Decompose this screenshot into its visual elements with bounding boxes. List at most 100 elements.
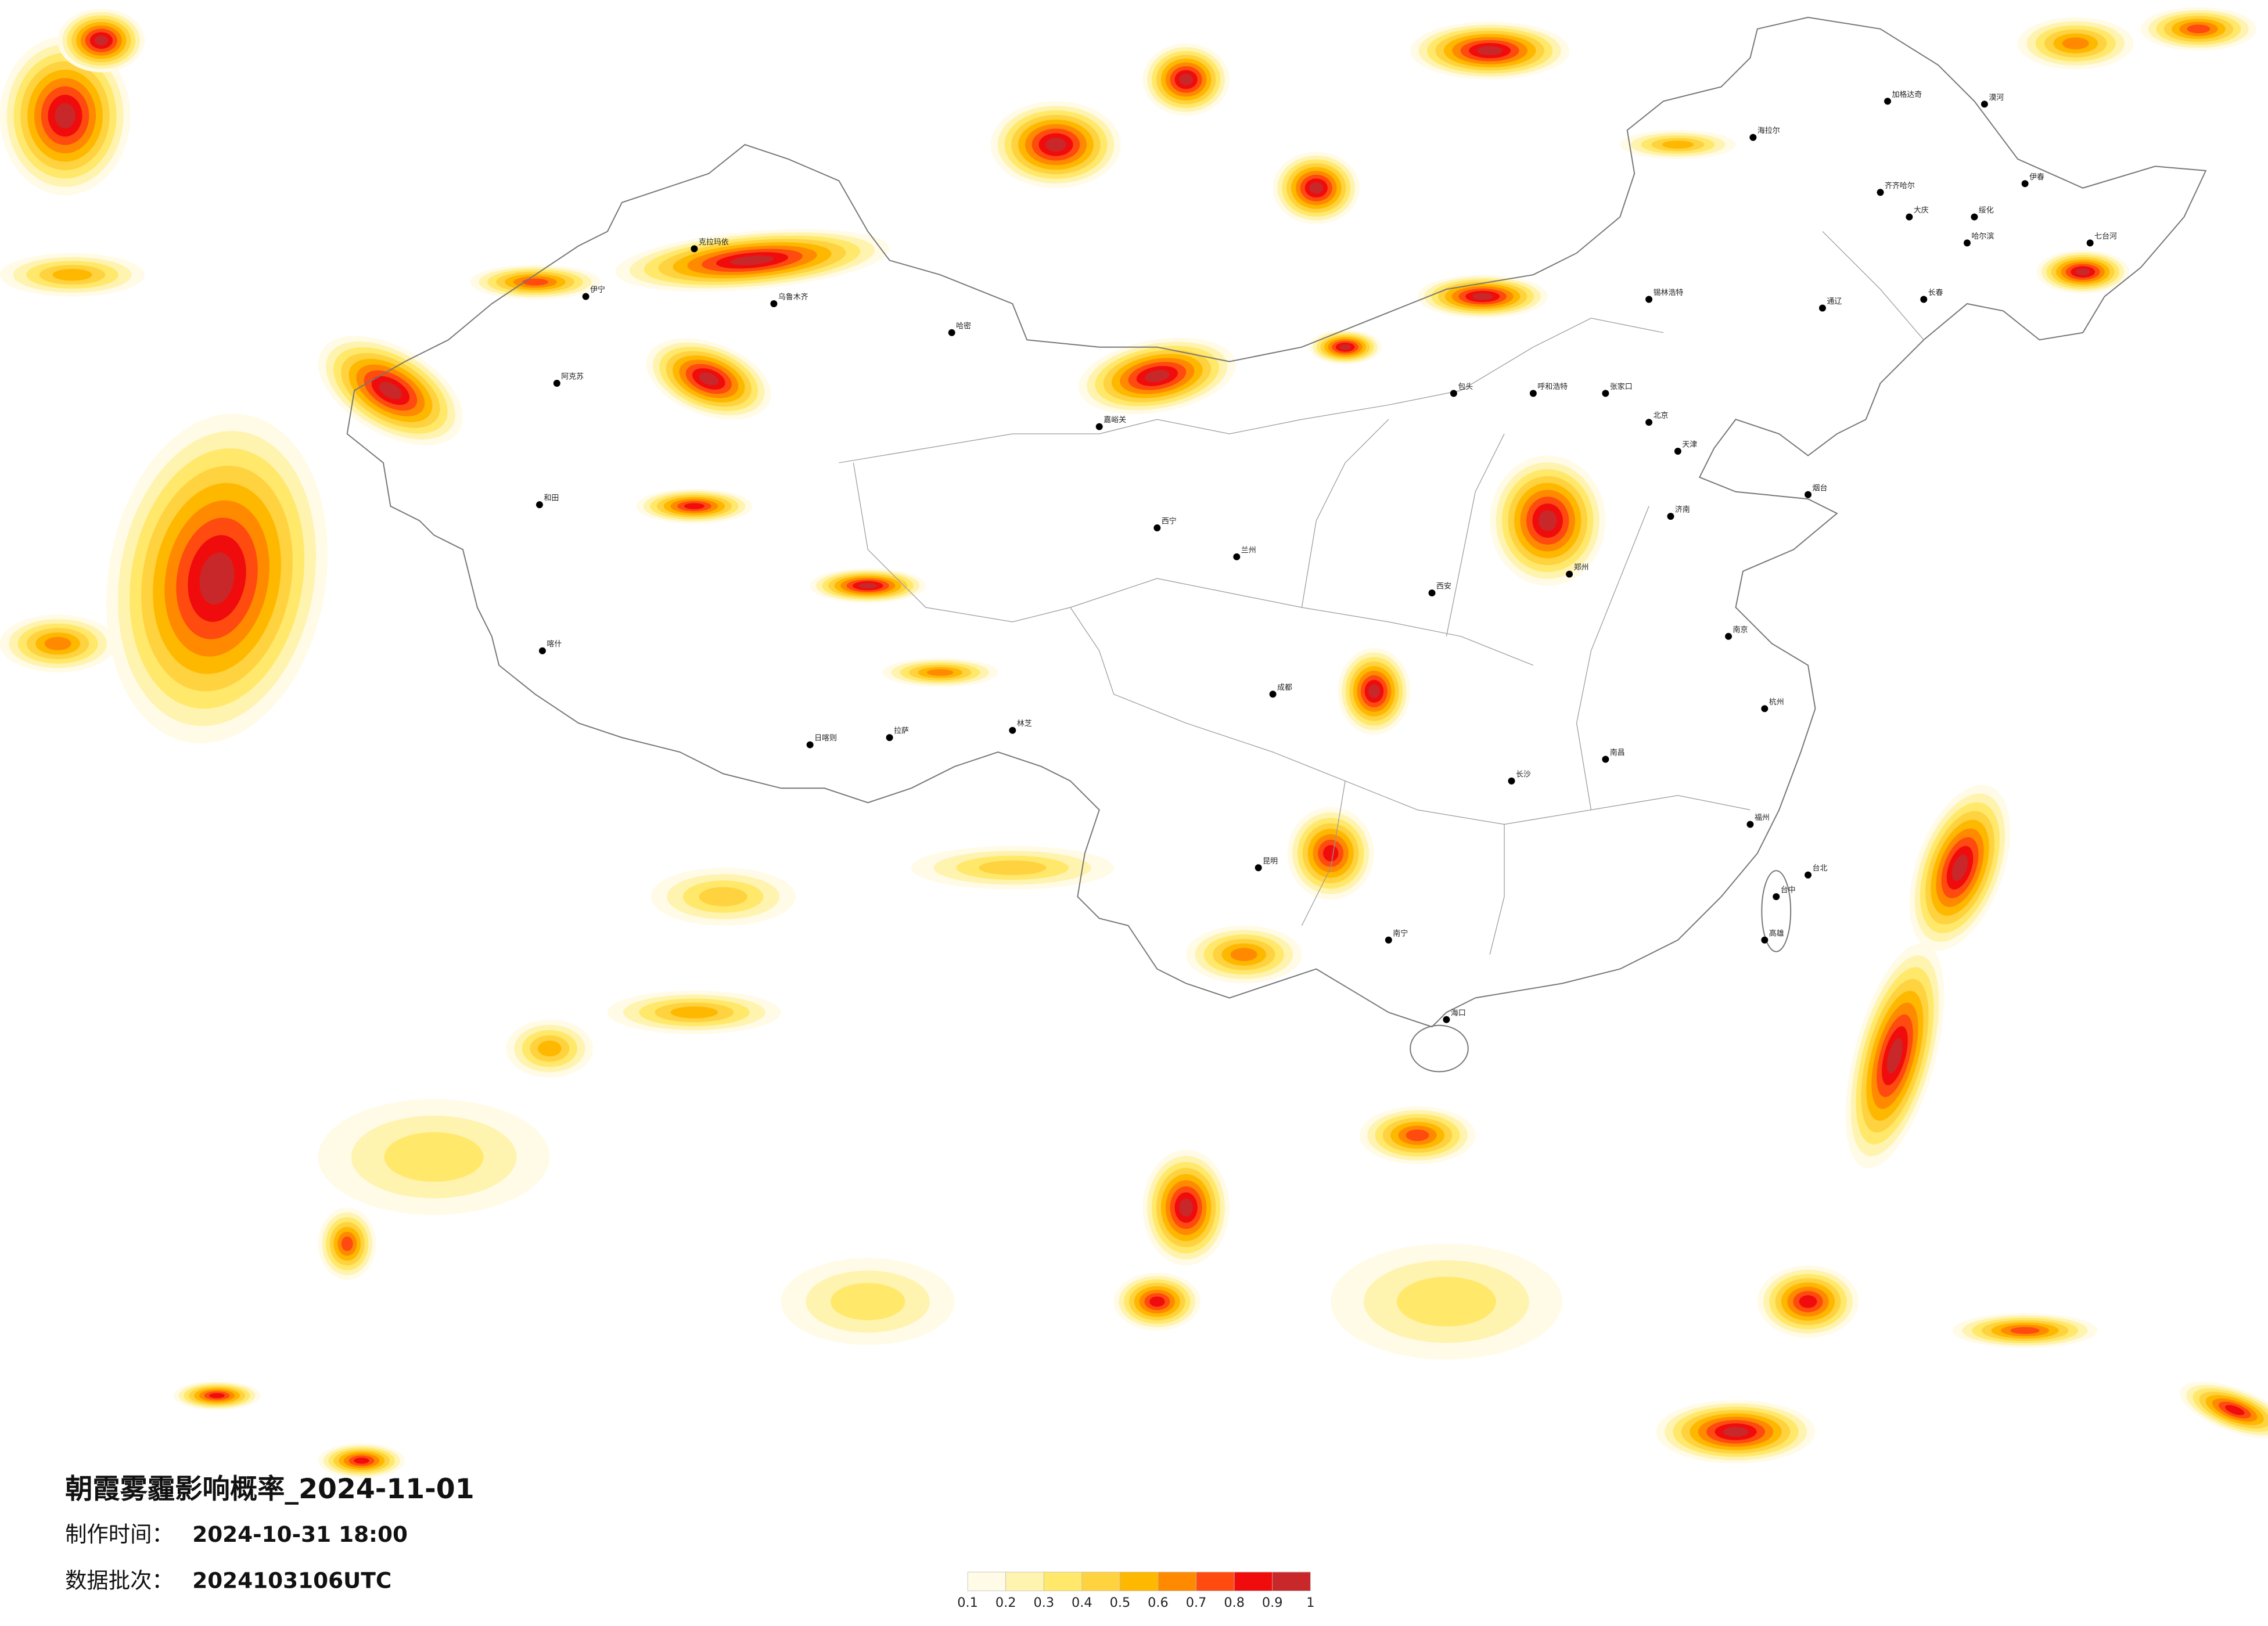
country-outline	[346, 16, 2207, 1028]
city-label: 齐齐哈尔	[1885, 181, 1915, 190]
heat-patch	[1472, 293, 1493, 300]
heat-patch	[1799, 1295, 1817, 1308]
city-dot	[1773, 893, 1780, 901]
city-dot	[1981, 100, 1988, 108]
legend-tick-label: 0.1	[957, 1595, 978, 1610]
heat-patch	[55, 103, 76, 128]
city-dot	[1602, 756, 1609, 763]
legend-swatch	[1272, 1571, 1311, 1591]
city-label: 哈密	[956, 321, 971, 330]
city-label: 北京	[1654, 412, 1669, 420]
city-label: 长沙	[1516, 770, 1531, 779]
city-label: 七台河	[2094, 232, 2117, 241]
heat-patch	[1323, 845, 1339, 862]
city-dot	[1749, 134, 1757, 141]
city-label: 台北	[1813, 864, 1828, 873]
city-label: 日喀则	[814, 733, 837, 743]
city-dot	[1450, 390, 1457, 397]
city-label: 西宁	[1162, 517, 1177, 526]
legend-tick-label: 0.2	[995, 1595, 1016, 1610]
city-dot	[886, 734, 893, 742]
city-dot	[1095, 423, 1103, 430]
city-dot	[2086, 239, 2094, 247]
island-outline	[1761, 870, 1792, 952]
city-dot	[1153, 524, 1161, 531]
city-dot	[1269, 690, 1277, 698]
city-label: 昆明	[1263, 857, 1278, 866]
city-dot	[1964, 239, 1971, 247]
batch-label: 数据批次：	[65, 1567, 174, 1593]
city-label: 海拉尔	[1757, 127, 1780, 135]
city-label: 乌鲁木齐	[778, 293, 808, 302]
city-dot	[1443, 1016, 1450, 1023]
city-dot	[1529, 390, 1537, 397]
legend-swatch	[1234, 1571, 1273, 1591]
city-dot	[1566, 570, 1573, 578]
city-dot	[1645, 296, 1653, 303]
city-dot	[553, 379, 560, 387]
legend-tick-label: 0.8	[1224, 1595, 1245, 1610]
heat-patch	[1149, 1296, 1165, 1307]
legend-swatch	[1043, 1571, 1083, 1591]
heat-patch	[699, 887, 747, 906]
legend-swatch	[1005, 1571, 1044, 1591]
city-dot	[1805, 491, 1812, 498]
heat-patch	[1144, 370, 1170, 382]
city-label: 南昌	[1610, 748, 1625, 757]
production-time-label: 制作时间：	[65, 1521, 174, 1547]
heat-patch	[1887, 1038, 1903, 1074]
heat-patch	[1309, 182, 1324, 194]
city-dot	[1877, 189, 1884, 196]
city-label: 阿克苏	[561, 372, 584, 381]
city-label: 伊春	[2029, 173, 2044, 182]
heat-patch	[384, 1132, 484, 1182]
city-dot	[1805, 871, 1812, 879]
city-label: 杭州	[1769, 698, 1784, 707]
legend-swatch	[967, 1571, 1007, 1591]
city-dot	[1884, 98, 1891, 105]
heat-patch	[379, 382, 402, 400]
city-label: 济南	[1675, 505, 1690, 515]
heat-patch	[2225, 1405, 2245, 1415]
heat-patch	[2187, 24, 2211, 34]
city-label: 伊宁	[590, 285, 605, 294]
heat-patch	[354, 1458, 369, 1464]
heat-patch	[1477, 46, 1503, 56]
heat-patch	[1397, 1276, 1496, 1327]
city-label: 哈尔滨	[1971, 232, 1994, 241]
city-dot	[948, 329, 955, 336]
title: 朝霞雾霾影响概率_2024-11-01	[65, 1473, 475, 1505]
heat-patch	[537, 1040, 562, 1057]
city-dot	[1255, 864, 1262, 872]
city-dot	[1667, 513, 1674, 520]
city-dot	[770, 300, 778, 307]
city-dot	[1602, 390, 1609, 397]
city-dot	[1761, 705, 1769, 713]
city-dot	[535, 501, 543, 509]
city-dot	[1645, 419, 1653, 426]
city-label: 长春	[1928, 289, 1943, 297]
city-dot	[2021, 180, 2029, 188]
city-dot	[1385, 936, 1392, 944]
city-dot	[806, 741, 814, 749]
city-label: 南宁	[1393, 929, 1408, 938]
heat-patch	[670, 1006, 718, 1019]
city-dot	[1761, 936, 1769, 944]
heat-patch	[926, 669, 954, 676]
city-label: 和田	[544, 494, 559, 503]
city-dot	[582, 293, 590, 300]
heat-patch	[2062, 37, 2089, 50]
heat-patch	[1230, 948, 1257, 962]
legend-tick-label: 0.4	[1072, 1595, 1092, 1610]
heat-patch	[2010, 1327, 2040, 1334]
heat-patch	[1662, 141, 1694, 149]
city-dot	[1428, 589, 1436, 597]
city-dot	[1920, 296, 1928, 303]
city-label: 锡林浩特	[1654, 289, 1684, 297]
heat-patch	[1045, 138, 1066, 152]
legend-tick-label: 0.7	[1186, 1595, 1207, 1610]
city-label: 台中	[1781, 886, 1796, 895]
city-label: 喀什	[547, 639, 562, 649]
